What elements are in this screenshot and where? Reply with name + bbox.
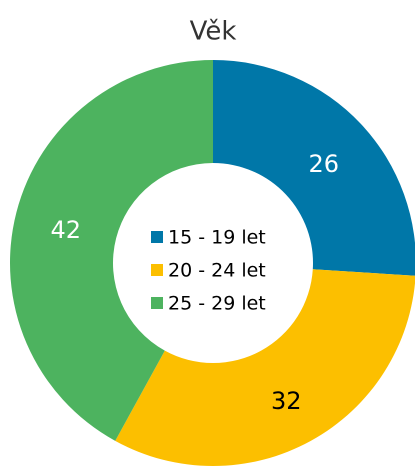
legend-swatch bbox=[151, 231, 163, 243]
data-label: 26 bbox=[309, 150, 340, 178]
legend-swatch bbox=[151, 297, 163, 309]
data-label: 32 bbox=[271, 387, 302, 415]
slice bbox=[213, 60, 415, 276]
slice bbox=[115, 269, 415, 466]
slice bbox=[10, 60, 214, 441]
legend-label: 20 - 24 let bbox=[168, 260, 266, 282]
legend-label: 15 - 19 let bbox=[168, 227, 266, 249]
chart-title: Věk bbox=[190, 17, 237, 47]
data-label: 42 bbox=[51, 216, 82, 244]
legend-swatch bbox=[151, 264, 163, 276]
legend-label: 25 - 29 let bbox=[168, 293, 266, 315]
